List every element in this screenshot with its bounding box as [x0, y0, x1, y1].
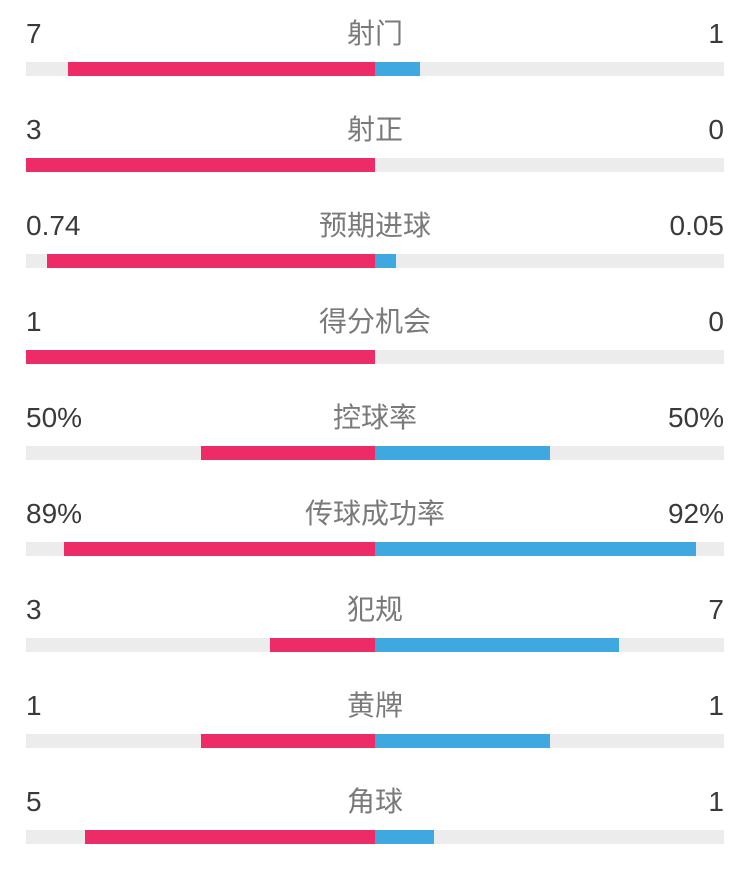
stat-value-left: 5: [26, 786, 106, 818]
stat-label: 得分机会: [106, 300, 644, 340]
stat-value-left: 1: [26, 306, 106, 338]
stat-label: 犯规: [106, 588, 644, 628]
match-stats-panel: 7射门13射正00.74预期进球0.051得分机会050%控球率50%89%传球…: [0, 0, 750, 896]
stat-bar-left-fill: [26, 158, 375, 172]
stat-bar-left-half: [26, 62, 375, 76]
stat-bar-left-fill: [85, 830, 375, 844]
stat-bar-track: [26, 158, 724, 172]
stat-bar-track: [26, 830, 724, 844]
stat-label: 控球率: [106, 396, 644, 436]
stat-value-left: 7: [26, 18, 106, 50]
stat-value-right: 50%: [644, 402, 724, 434]
stat-header: 1黄牌1: [26, 684, 724, 724]
stat-value-right: 1: [644, 18, 724, 50]
stat-bar-left-half: [26, 734, 375, 748]
stat-label: 传球成功率: [106, 492, 644, 532]
stat-bar-right-fill: [375, 638, 619, 652]
stat-bar-right-half: [375, 734, 724, 748]
stat-bar-left-fill: [68, 62, 375, 76]
stat-bar-left-fill: [26, 350, 375, 364]
stat-bar-right-half: [375, 830, 724, 844]
stat-bar-right-half: [375, 62, 724, 76]
stat-bar-right-fill: [375, 734, 550, 748]
stat-value-left: 3: [26, 114, 106, 146]
stat-bar-right-half: [375, 446, 724, 460]
stat-value-left: 3: [26, 594, 106, 626]
stat-row: 7射门1: [26, 12, 724, 76]
stat-bar-left-half: [26, 542, 375, 556]
stat-bar-left-fill: [201, 734, 376, 748]
stat-value-right: 1: [644, 690, 724, 722]
stat-bar-track: [26, 350, 724, 364]
stat-bar-right-fill: [375, 542, 696, 556]
stat-bar-left-half: [26, 158, 375, 172]
stat-bar-left-fill: [64, 542, 375, 556]
stat-value-right: 0: [644, 114, 724, 146]
stat-row: 5角球1: [26, 780, 724, 844]
stat-value-right: 0.05: [644, 210, 724, 242]
stat-row: 89%传球成功率92%: [26, 492, 724, 556]
stat-row: 1黄牌1: [26, 684, 724, 748]
stat-bar-left-half: [26, 830, 375, 844]
stat-row: 0.74预期进球0.05: [26, 204, 724, 268]
stat-header: 7射门1: [26, 12, 724, 52]
stat-bar-left-fill: [201, 446, 376, 460]
stat-bar-right-fill: [375, 446, 550, 460]
stat-value-right: 7: [644, 594, 724, 626]
stat-header: 50%控球率50%: [26, 396, 724, 436]
stat-header: 0.74预期进球0.05: [26, 204, 724, 244]
stat-value-left: 1: [26, 690, 106, 722]
stat-bar-right-half: [375, 254, 724, 268]
stat-bar-right-fill: [375, 254, 396, 268]
stat-label: 预期进球: [106, 204, 644, 244]
stat-bar-left-fill: [47, 254, 375, 268]
stat-bar-track: [26, 446, 724, 460]
stat-header: 89%传球成功率92%: [26, 492, 724, 532]
stat-bar-right-half: [375, 158, 724, 172]
stat-header: 3犯规7: [26, 588, 724, 628]
stat-label: 黄牌: [106, 684, 644, 724]
stat-header: 1得分机会0: [26, 300, 724, 340]
stat-bar-right-half: [375, 638, 724, 652]
stat-row: 3射正0: [26, 108, 724, 172]
stat-bar-track: [26, 542, 724, 556]
stat-row: 3犯规7: [26, 588, 724, 652]
stat-bar-left-half: [26, 638, 375, 652]
stat-value-right: 92%: [644, 498, 724, 530]
stat-bar-left-half: [26, 254, 375, 268]
stat-row: 1得分机会0: [26, 300, 724, 364]
stat-row: 50%控球率50%: [26, 396, 724, 460]
stat-value-left: 50%: [26, 402, 106, 434]
stat-value-right: 0: [644, 306, 724, 338]
stat-value-left: 89%: [26, 498, 106, 530]
stat-bar-left-half: [26, 446, 375, 460]
stat-label: 射正: [106, 108, 644, 148]
stat-header: 5角球1: [26, 780, 724, 820]
stat-bar-right-half: [375, 350, 724, 364]
stat-label: 射门: [106, 12, 644, 52]
stat-bar-right-fill: [375, 830, 434, 844]
stat-value-left: 0.74: [26, 210, 106, 242]
stat-bar-right-half: [375, 542, 724, 556]
stat-bar-track: [26, 254, 724, 268]
stat-bar-right-fill: [375, 62, 420, 76]
stat-label: 角球: [106, 780, 644, 820]
stat-bar-track: [26, 734, 724, 748]
stat-bar-track: [26, 62, 724, 76]
stat-bar-left-fill: [270, 638, 375, 652]
stat-value-right: 1: [644, 786, 724, 818]
stat-bar-left-half: [26, 350, 375, 364]
stat-bar-track: [26, 638, 724, 652]
stat-header: 3射正0: [26, 108, 724, 148]
